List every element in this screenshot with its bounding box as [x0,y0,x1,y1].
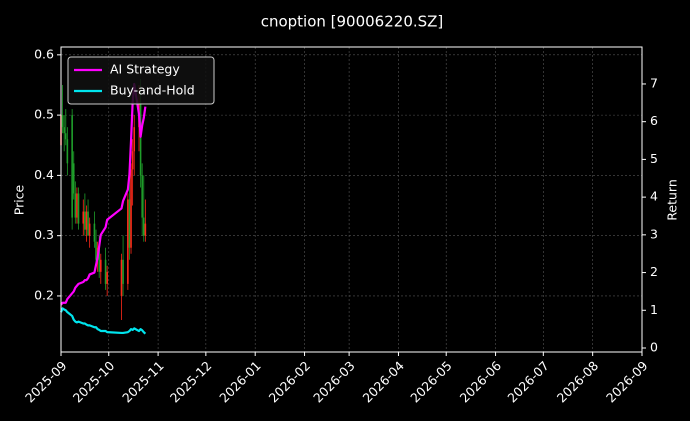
candle-body [66,139,69,164]
y2-tick-label: 4 [650,189,658,204]
x-tick-label: 2025-09 [22,358,70,406]
candle-body [98,247,101,272]
y2-axis-label: Return [665,179,680,220]
x-tick-label: 2026-06 [457,358,505,406]
x-tick-label: 2026-07 [504,358,552,406]
candle-body [139,103,142,176]
candle-body [64,133,67,140]
candle-body [61,115,64,128]
y-tick-label: 0.6 [34,46,54,61]
y2-tick-label: 0 [650,340,658,355]
y2-tick-label: 6 [650,113,658,128]
candle-body [84,211,86,230]
return-line [59,307,147,335]
x-tick-label: 2025-12 [167,358,215,406]
candle-body [128,199,131,248]
y-tick-label: 0.4 [34,167,54,182]
candle-body [133,127,136,152]
y2-tick-label: 2 [650,264,658,279]
x-tick-label: 2025-10 [70,358,118,406]
x-tick-label: 2026-09 [603,358,651,406]
candle-body [130,169,132,248]
candle-body [142,217,145,236]
x-tick-label: 2026-08 [554,358,602,406]
x-tick-label: 2026-01 [216,358,264,406]
legend-box [67,56,215,105]
chart-title: cnoption [90006220.SZ] [261,13,444,31]
candle-body [72,163,75,194]
candle-body [127,199,129,284]
candle-body [82,211,85,224]
y2-tick-label: 7 [650,75,658,90]
candle-body [120,259,123,296]
y2-tick-label: 1 [650,302,658,317]
candle-body [122,259,124,284]
candle-body [141,175,143,218]
candle-body [131,151,134,170]
candle-body [144,223,147,236]
candle-body [87,211,89,236]
y-tick-label: 0.5 [34,107,54,122]
candle-body [74,193,77,218]
candle-body [93,223,96,242]
candle-body [106,271,108,284]
candle-body [76,193,78,218]
legend-label: Buy-and-Hold [110,83,195,98]
x-tick-label: 2026-02 [266,358,314,406]
y-axis-label: Price [12,184,27,215]
candle-body [77,193,80,224]
candle-body [63,127,65,134]
y-tick-label: 0.2 [34,287,54,302]
y2-tick-label: 3 [650,226,658,241]
candle-body [104,259,107,284]
x-tick-label: 2026-04 [360,358,408,406]
plot-frame [60,46,643,353]
candle-body [99,259,102,272]
y-tick-label: 0.3 [34,227,54,242]
candle-body [71,115,73,218]
x-tick-label: 2026-05 [407,358,455,406]
candle-body [88,223,91,236]
legend-label: AI Strategy [110,62,180,77]
candle-body [85,211,88,230]
candle-body [95,241,97,260]
x-tick-label: 2025-11 [119,358,167,406]
y2-tick-label: 5 [650,151,658,166]
x-tick-label: 2026-03 [310,358,358,406]
